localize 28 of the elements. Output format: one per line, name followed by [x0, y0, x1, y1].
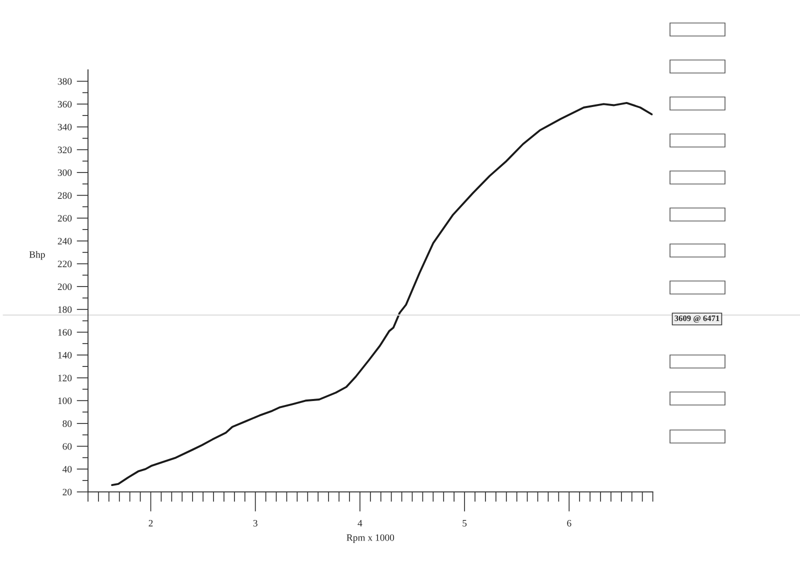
y-tick-label: 60: [62, 443, 72, 450]
y-tick-label: 320: [58, 146, 72, 154]
y-tick-label: 340: [58, 124, 72, 130]
y-tick-label: 100: [58, 398, 72, 404]
x-tick-label: 2: [148, 520, 153, 526]
y-tick-label: 40: [62, 466, 72, 473]
y-axis-title: Bhp: [29, 250, 45, 260]
y-tick-label: 180: [58, 306, 72, 313]
y-tick-label: 20: [62, 488, 72, 496]
y-tick-label: 160: [58, 329, 72, 336]
line-series: [111, 102, 653, 486]
y-tick-label: 120: [58, 374, 72, 382]
x-tick-label: 4: [358, 520, 362, 526]
y-tick-label: 240: [58, 238, 72, 244]
y-tick-label: 360: [58, 100, 72, 108]
y-tick-label: 300: [58, 169, 72, 176]
y-tick-label: 140: [58, 352, 72, 358]
y-tick-label: 80: [62, 420, 72, 427]
y-tick-label: 220: [58, 260, 72, 268]
text: 3609 @ 6471: [674, 315, 720, 323]
y-tick-label: 200: [58, 283, 72, 290]
x-tick-label: 5: [462, 520, 467, 527]
y-tick-label: 280: [58, 192, 72, 199]
y-tick-label: 380: [58, 78, 72, 85]
y-tick-label: 260: [58, 215, 72, 222]
x-tick-label: 3: [253, 520, 258, 527]
x-axis-title: Rpm x 1000: [346, 534, 394, 543]
x-tick-label: 6: [567, 520, 572, 527]
